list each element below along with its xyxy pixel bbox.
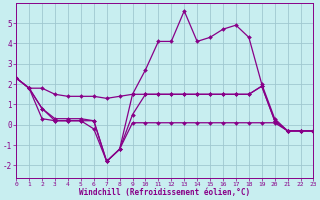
X-axis label: Windchill (Refroidissement éolien,°C): Windchill (Refroidissement éolien,°C) xyxy=(79,188,250,197)
